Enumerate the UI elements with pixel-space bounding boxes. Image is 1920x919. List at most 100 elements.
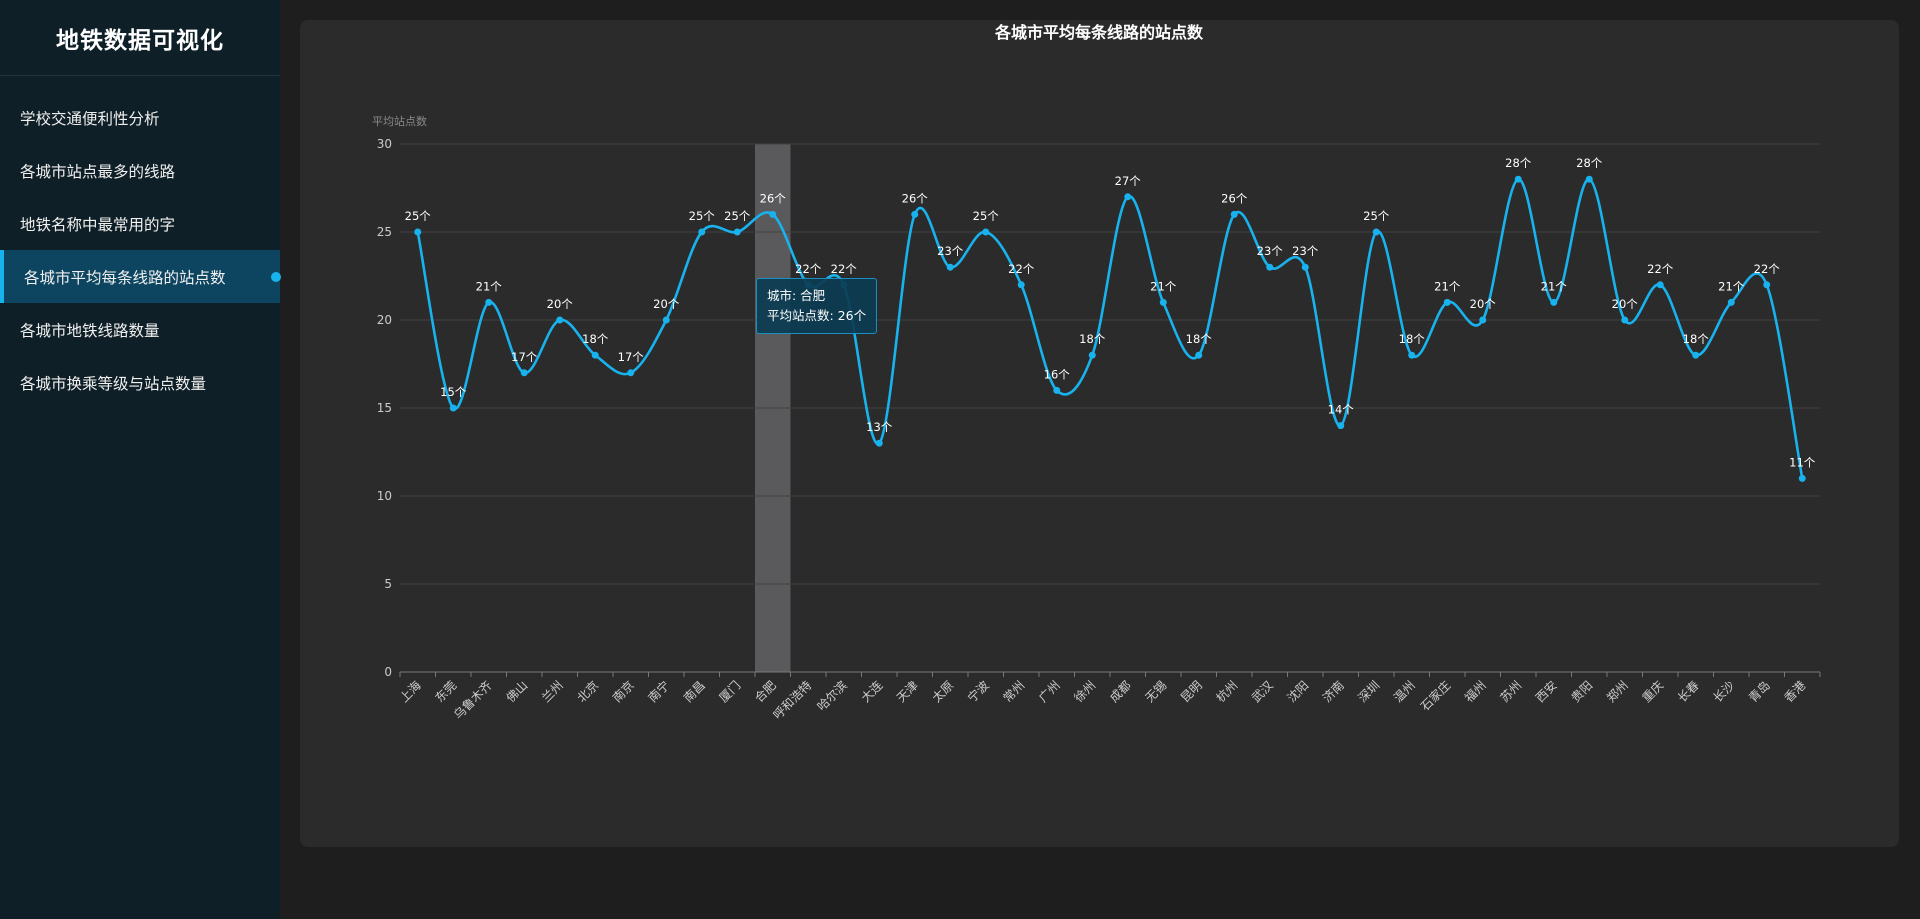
x-tick-label: 南京: [609, 678, 637, 706]
x-tick-label: 香港: [1781, 678, 1808, 705]
data-label: 17个: [511, 350, 538, 364]
data-label: 21个: [1718, 279, 1745, 293]
x-tick-label: 佛山: [503, 678, 530, 705]
y-tick-label: 20: [377, 313, 392, 327]
x-tick-label: 兰州: [539, 678, 566, 705]
data-label: 23个: [937, 244, 964, 258]
y-tick-label: 30: [377, 137, 392, 151]
data-label: 18个: [1186, 332, 1213, 346]
data-point[interactable]: [1372, 228, 1380, 236]
data-point[interactable]: [1479, 316, 1487, 324]
data-point[interactable]: [911, 210, 919, 218]
data-label: 23个: [1292, 244, 1319, 258]
x-tick-label: 哈尔滨: [814, 678, 850, 714]
x-tick-label: 大连: [858, 678, 886, 706]
x-tick-label: 郑州: [1603, 678, 1631, 706]
data-point[interactable]: [556, 316, 564, 324]
data-point[interactable]: [1159, 298, 1167, 306]
sidebar-item-line-count[interactable]: 各城市地铁线路数量: [0, 303, 280, 356]
data-point[interactable]: [1621, 316, 1629, 324]
sidebar: 地铁数据可视化 学校交通便利性分析 各城市站点最多的线路 地铁名称中最常用的字 …: [0, 0, 281, 919]
sidebar-header: 地铁数据可视化: [0, 0, 280, 76]
data-point[interactable]: [1692, 351, 1700, 359]
data-label: 25个: [689, 209, 716, 223]
sidebar-item-school-traffic[interactable]: 学校交通便利性分析: [0, 91, 280, 144]
data-point[interactable]: [591, 351, 599, 359]
data-point[interactable]: [449, 404, 457, 412]
data-point[interactable]: [1230, 210, 1238, 218]
sidebar-item-max-station-line[interactable]: 各城市站点最多的线路: [0, 144, 280, 197]
x-tick-label: 杭州: [1213, 678, 1241, 706]
app-title: 地铁数据可视化: [56, 27, 224, 54]
data-label: 20个: [1470, 297, 1497, 311]
chart-tooltip: 城市: 合肥 平均站点数: 26个: [756, 278, 878, 334]
x-tick-label: 武汉: [1249, 678, 1276, 705]
data-point[interactable]: [1514, 175, 1522, 183]
data-label: 25个: [724, 209, 751, 223]
data-label: 22个: [1008, 262, 1035, 276]
data-point[interactable]: [769, 210, 777, 218]
data-label: 26个: [1221, 191, 1248, 205]
x-tick-label: 昆明: [1178, 678, 1205, 705]
data-point[interactable]: [1053, 386, 1061, 394]
data-point[interactable]: [1656, 281, 1664, 289]
x-tick-label: 济南: [1319, 678, 1347, 706]
x-tick-label: 无锡: [1142, 678, 1170, 706]
data-point[interactable]: [1337, 422, 1345, 430]
data-point[interactable]: [1266, 263, 1274, 271]
data-point[interactable]: [1017, 281, 1025, 289]
x-tick-label: 常州: [1000, 678, 1027, 705]
data-point[interactable]: [946, 263, 954, 271]
x-tick-label: 徐州: [1071, 678, 1099, 706]
sidebar-item-avg-stations[interactable]: 各城市平均每条线路的站点数: [0, 250, 281, 303]
x-tick-label: 西安: [1532, 678, 1560, 706]
x-tick-label: 福州: [1461, 678, 1489, 706]
data-label: 18个: [582, 332, 609, 346]
x-tick-label: 太原: [929, 678, 957, 706]
data-label: 25个: [405, 209, 432, 223]
data-label: 22个: [831, 262, 858, 276]
data-point[interactable]: [1798, 474, 1806, 482]
data-point[interactable]: [1408, 351, 1416, 359]
data-point[interactable]: [875, 439, 883, 447]
data-point[interactable]: [698, 228, 706, 236]
data-point[interactable]: [1550, 298, 1558, 306]
x-tick-label: 东莞: [432, 678, 459, 705]
x-tick-label: 深圳: [1355, 678, 1382, 705]
x-tick-label: 合肥: [751, 678, 779, 706]
data-label: 20个: [1612, 297, 1639, 311]
x-tick-label: 贵阳: [1568, 678, 1595, 705]
y-tick-label: 10: [377, 489, 392, 503]
sidebar-item-label: 各城市平均每条线路的站点数: [24, 268, 226, 287]
data-point[interactable]: [662, 316, 670, 324]
x-tick-label: 青岛: [1745, 678, 1773, 706]
data-point[interactable]: [485, 298, 493, 306]
chart-title: 各城市平均每条线路的站点数: [994, 23, 1204, 42]
data-point[interactable]: [1301, 263, 1309, 271]
data-point[interactable]: [1443, 298, 1451, 306]
data-label: 26个: [760, 191, 787, 205]
sidebar-item-transfer-level[interactable]: 各城市换乘等级与站点数量: [0, 356, 280, 409]
data-point[interactable]: [982, 228, 990, 236]
data-point[interactable]: [1585, 175, 1593, 183]
data-point[interactable]: [414, 228, 422, 236]
x-tick-label: 长沙: [1710, 678, 1737, 705]
data-point[interactable]: [1195, 351, 1203, 359]
data-point[interactable]: [1088, 351, 1096, 359]
data-label: 22个: [1647, 262, 1674, 276]
data-point[interactable]: [627, 369, 635, 377]
data-label: 25个: [973, 209, 1000, 223]
series-line: [416, 177, 1804, 479]
active-indicator-dot: [271, 271, 281, 282]
x-tick-label: 南昌: [680, 678, 708, 706]
data-label: 21个: [1150, 279, 1177, 293]
data-point[interactable]: [1124, 193, 1132, 201]
data-label: 14个: [1328, 403, 1355, 417]
data-point[interactable]: [520, 369, 528, 377]
x-tick-label: 宁波: [964, 678, 992, 706]
data-point[interactable]: [733, 228, 741, 236]
sidebar-item-common-chars[interactable]: 地铁名称中最常用的字: [0, 197, 280, 250]
data-point[interactable]: [1727, 298, 1735, 306]
data-point[interactable]: [1763, 281, 1771, 289]
